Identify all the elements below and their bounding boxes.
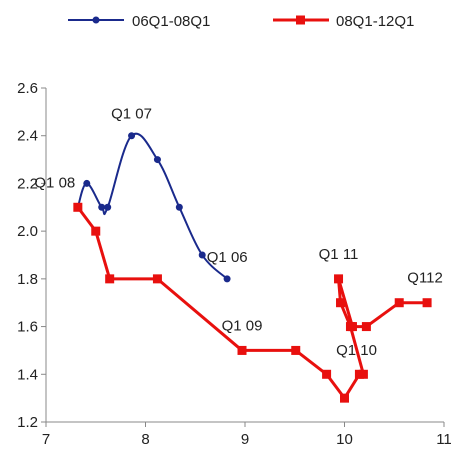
y-tick-label: 1.2: [17, 414, 38, 431]
data-point-series-2: [358, 369, 368, 379]
x-tick-label: 10: [336, 431, 353, 448]
y-tick-label: 2.6: [17, 80, 38, 97]
legend-label-series-1: 06Q1-08Q1: [132, 13, 210, 30]
y-tick-label: 1.4: [17, 366, 38, 383]
annotation-label: Q1 06: [207, 249, 248, 266]
data-point-series-2: [237, 345, 247, 355]
data-point-series-2: [322, 369, 332, 379]
data-point-series-1: [223, 275, 231, 283]
y-tick-label: 1.8: [17, 271, 38, 288]
series-layer: [73, 132, 432, 403]
data-point-series-2: [334, 274, 344, 284]
data-point-series-2: [394, 298, 404, 308]
data-point-series-2: [73, 202, 83, 212]
data-point-series-1: [98, 203, 106, 211]
data-point-series-1: [175, 203, 183, 211]
data-point-series-2: [105, 274, 115, 284]
x-tick-label: 7: [42, 431, 50, 448]
annotation-label: Q1 07: [111, 106, 152, 123]
data-point-series-2: [291, 345, 301, 355]
y-tick-label: 2.2: [17, 175, 38, 192]
annotation-layer: Q1 08 Q1 07 Q1 06 Q1 09 Q1 11 Q1 10 Q112: [34, 106, 442, 359]
legend-marker-series-2: [296, 15, 305, 25]
annotation-label: Q1 10: [336, 342, 377, 359]
x-tick-label: 9: [241, 431, 249, 448]
data-point-series-1: [104, 203, 112, 211]
y-tick-label: 2.0: [17, 223, 38, 240]
x-tick-label: 11: [436, 431, 452, 448]
annotation-label: Q1 08: [34, 174, 75, 191]
data-point-series-1: [128, 132, 136, 140]
data-point-series-1: [153, 156, 161, 164]
data-point-series-2: [336, 298, 346, 308]
data-point-series-2: [347, 322, 357, 332]
annotation-label: Q1 09: [222, 317, 263, 334]
data-point-series-2: [422, 298, 432, 308]
legend-marker-series-1: [92, 16, 100, 24]
series-line-2: [76, 205, 429, 400]
data-point-series-1: [83, 179, 91, 187]
data-point-series-2: [361, 322, 371, 332]
y-tick-label: 2.4: [17, 128, 38, 145]
data-point-series-2: [340, 393, 349, 403]
annotation-label: Q112: [407, 270, 443, 287]
legend-label-series-2: 08Q1-12Q1: [336, 13, 414, 30]
annotation-label: Q1 11: [319, 246, 359, 263]
y-tick-label: 1.6: [17, 319, 38, 336]
data-point-series-2: [152, 274, 162, 284]
x-tick-label: 8: [141, 431, 149, 448]
data-point-series-2: [91, 226, 101, 236]
axes: 1.2 1.4 1.6 1.8 2.0 2.2 2.4 2.6 7 8 9 10 11: [17, 80, 452, 448]
data-point-series-1: [198, 251, 206, 259]
legend: 06Q1-08Q1 08Q1-12Q1: [68, 13, 414, 30]
